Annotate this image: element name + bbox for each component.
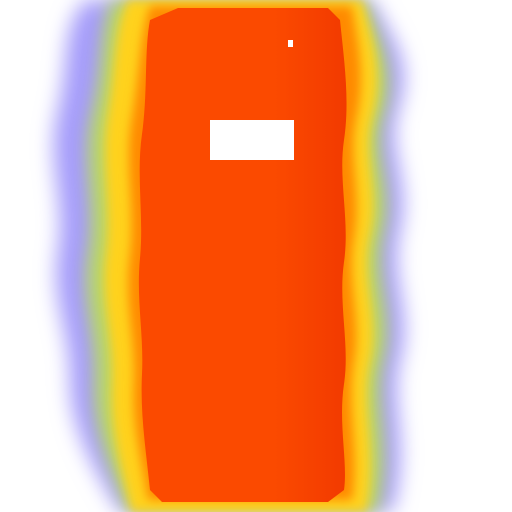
core-rectangle — [138, 8, 347, 502]
right-notch-lower — [468, 288, 512, 344]
right-notch-upper — [468, 152, 512, 208]
small-white-dot — [288, 40, 293, 47]
upper-white-patch — [210, 120, 294, 160]
